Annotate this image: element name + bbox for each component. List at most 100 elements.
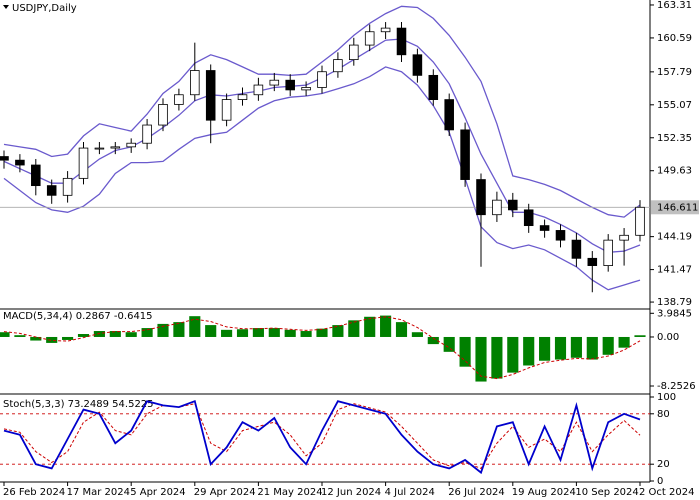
- macd-bar: [284, 329, 296, 337]
- macd-bar: [46, 336, 58, 343]
- macd-bar: [268, 328, 280, 337]
- y-tick-label: 160.59: [657, 33, 692, 44]
- candle-body: [460, 129, 470, 180]
- candle-body: [174, 94, 184, 105]
- candle-body: [396, 27, 407, 56]
- macd-bar: [30, 336, 42, 341]
- candle-body: [158, 104, 168, 126]
- macd-bar: [395, 322, 408, 337]
- macd-bar: [618, 336, 630, 348]
- candle-body: [444, 99, 454, 131]
- x-tick-label: 19 Aug 2024: [512, 487, 576, 498]
- candle-body: [349, 44, 359, 61]
- macd-bar: [300, 331, 312, 337]
- x-tick-label: 26 Feb 2024: [3, 487, 65, 498]
- candle-body: [46, 185, 57, 196]
- macd-bar: [93, 331, 105, 337]
- y-tick-label: 157.79: [657, 67, 692, 78]
- symbol-marker: [3, 5, 9, 9]
- candle-body: [253, 84, 264, 96]
- y-tick-label: 100: [657, 392, 676, 403]
- candle-body: [221, 99, 232, 121]
- macd-bar: [0, 332, 10, 337]
- x-tick-label: 26 Jul 2024: [448, 487, 505, 498]
- macd-bar: [125, 332, 137, 337]
- macd-bar: [141, 328, 153, 337]
- candle-body: [110, 146, 121, 149]
- candle-body: [269, 79, 280, 86]
- candle-body: [412, 54, 423, 76]
- candle-body: [62, 177, 73, 196]
- macd-bar: [539, 336, 551, 361]
- candle-body: [571, 239, 582, 259]
- x-tick-label: 21 May 2024: [257, 487, 322, 498]
- stoch-signal: [3, 403, 641, 470]
- candle-body: [428, 74, 439, 100]
- y-tick-label: 20: [657, 459, 670, 470]
- candle-body: [508, 199, 518, 211]
- x-tick-label: 29 Apr 2024: [194, 487, 256, 498]
- macd-bar: [491, 336, 503, 379]
- macd-bar: [252, 328, 264, 337]
- candle-body: [15, 159, 25, 166]
- macd-bar: [443, 336, 455, 352]
- candle-body: [333, 59, 343, 73]
- macd-bar: [634, 335, 646, 337]
- candle-body: [476, 179, 486, 216]
- current-price-label: 146.611: [657, 202, 698, 213]
- macd-bar: [523, 336, 535, 366]
- macd-bar: [475, 336, 487, 382]
- candle-body: [78, 147, 89, 179]
- macd-bar: [157, 323, 169, 337]
- candle-body: [523, 209, 534, 227]
- macd-bar: [586, 336, 598, 360]
- y-tick-label: 149.63: [657, 166, 692, 177]
- x-tick-label: 17 Mar 2024: [67, 487, 130, 498]
- macd-bar: [173, 322, 185, 337]
- macd-bar: [77, 334, 90, 337]
- macd-bar: [380, 315, 392, 337]
- candle-body: [237, 94, 248, 100]
- candle-body: [539, 225, 550, 231]
- y-tick-label: 144.19: [657, 232, 692, 243]
- macd-bar: [507, 336, 519, 373]
- macd-bar: [459, 336, 471, 367]
- macd-bar: [236, 329, 249, 337]
- macd-bar: [602, 336, 614, 355]
- x-tick-label: 12 Jun 2024: [321, 487, 381, 498]
- x-tick-label: 5 Apr 2024: [130, 487, 185, 498]
- stoch-main: [3, 400, 641, 475]
- y-tick-label: 152.35: [657, 133, 692, 144]
- macd-bar: [205, 325, 217, 337]
- y-tick-label: 3.9845: [657, 308, 692, 319]
- y-tick-label: 163.31: [657, 0, 692, 11]
- macd-bar: [62, 336, 74, 340]
- macd-bar: [14, 335, 26, 337]
- y-tick-label: 138.79: [657, 297, 692, 308]
- candle-body: [190, 70, 200, 96]
- candle-body: [603, 239, 613, 266]
- candle-body: [142, 124, 152, 144]
- y-tick-label: 0: [657, 476, 663, 487]
- x-tick-label: 2 Oct 2024: [639, 487, 694, 498]
- macd-bar: [332, 325, 344, 337]
- macd-signal: [3, 316, 641, 380]
- candle-body: [635, 206, 645, 236]
- y-tick-label: 0.00: [657, 332, 679, 343]
- candle-body: [317, 71, 327, 88]
- candle-body: [94, 147, 105, 150]
- macd-bar: [427, 336, 439, 345]
- macd-bar: [189, 316, 201, 337]
- bollinger-band: [3, 5, 641, 218]
- macd-bar: [570, 336, 582, 358]
- candle-body: [619, 234, 629, 241]
- candle-body: [555, 230, 566, 241]
- y-tick-label: 141.47: [657, 265, 692, 276]
- y-tick-label: 155.07: [657, 100, 692, 111]
- stoch-title: Stoch(5,3,3) 73.2489 54.5225: [3, 399, 154, 410]
- macd-title: MACD(5,34,4) 0.2867 -0.6415: [3, 311, 153, 322]
- macd-bar: [348, 320, 360, 337]
- current-price-box: [651, 200, 699, 215]
